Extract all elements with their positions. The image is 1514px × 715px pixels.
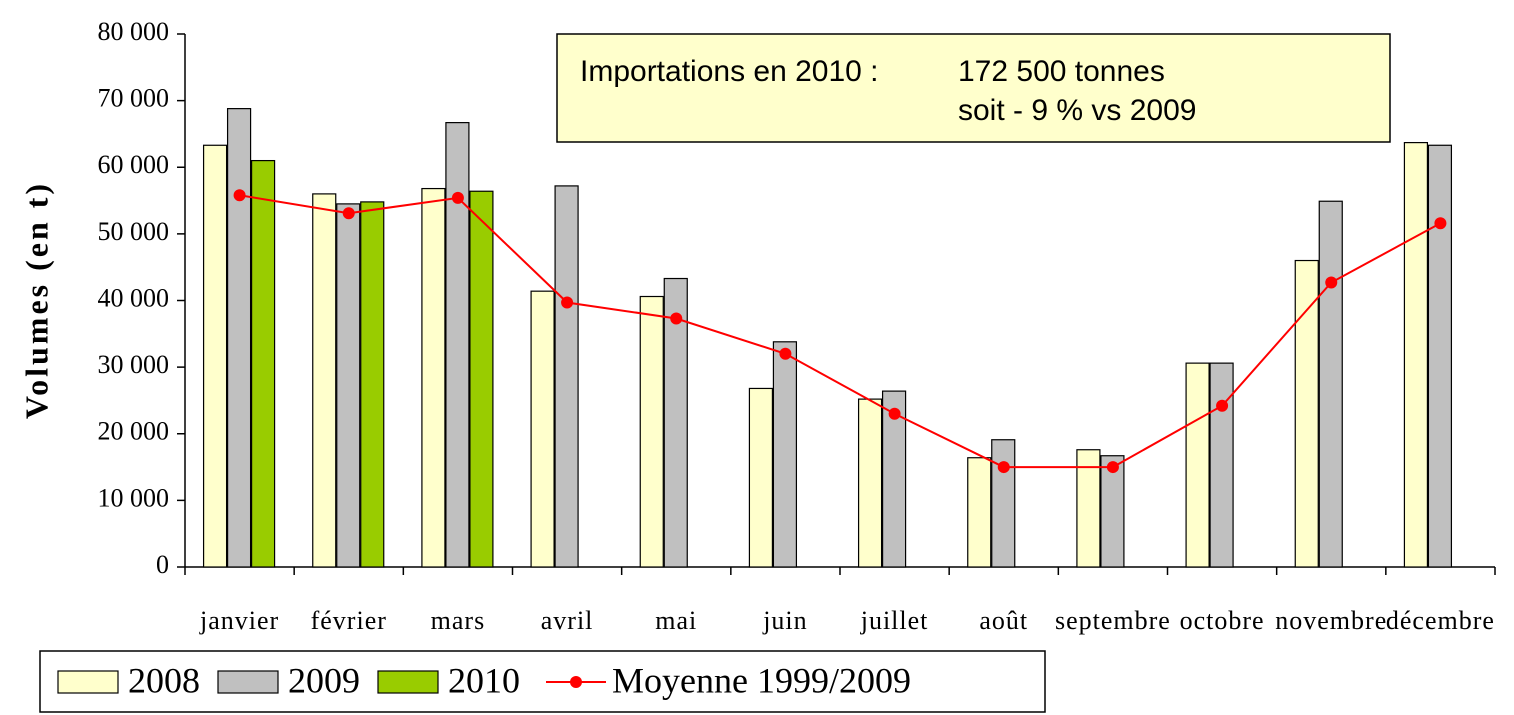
bar	[857, 398, 883, 568]
bar	[748, 387, 774, 568]
legend-swatch	[377, 670, 439, 694]
line-point	[888, 407, 901, 420]
x-tick-label: novembre	[1275, 606, 1387, 635]
line-point	[779, 347, 792, 360]
x-tick-label: août	[979, 606, 1028, 635]
y-tick-label: 50 000	[98, 217, 170, 246]
bar	[1185, 362, 1210, 568]
bar	[881, 390, 907, 568]
bar	[1403, 141, 1429, 568]
y-tick-label: 20 000	[98, 417, 170, 446]
legend-swatch	[217, 670, 279, 694]
legend-label: 2008	[128, 660, 200, 700]
bar	[250, 159, 276, 568]
legend	[39, 650, 1046, 713]
x-tick-label: juin	[762, 606, 807, 635]
bar	[554, 185, 579, 568]
bar	[421, 187, 446, 568]
legend-label: 2010	[448, 660, 520, 700]
bar	[202, 144, 228, 568]
line-point	[997, 461, 1010, 474]
legend-label: Moyenne 1999/2009	[612, 660, 911, 700]
bar	[226, 108, 252, 568]
annotation-line: soit - 9 % vs 2009	[958, 94, 1196, 127]
y-tick-label: 10 000	[98, 483, 170, 512]
y-tick-label: 60 000	[98, 150, 170, 179]
legend-swatch	[570, 676, 582, 688]
bar	[1100, 455, 1125, 568]
y-tick-label: 80 000	[98, 17, 170, 46]
y-tick-label: 40 000	[98, 283, 170, 312]
y-tick-label: 70 000	[98, 84, 170, 113]
line-point	[1106, 461, 1119, 474]
annotation-label: Importations en 2010 :	[580, 55, 879, 88]
line-point	[561, 296, 574, 309]
line-point	[1325, 276, 1338, 289]
bar	[639, 295, 664, 568]
x-tick-label: juillet	[860, 606, 929, 635]
line-point	[1434, 217, 1447, 230]
bar	[530, 290, 555, 568]
line-point	[233, 189, 246, 202]
bar	[772, 341, 798, 568]
bar	[967, 457, 992, 568]
annotation-line: 172 500 tonnes	[958, 55, 1165, 88]
bar	[445, 122, 470, 568]
bar	[1318, 200, 1343, 568]
bar	[663, 277, 688, 568]
bar	[1294, 259, 1319, 568]
legend-label: 2009	[288, 660, 360, 700]
x-tick-label: décembre	[1386, 606, 1495, 635]
bar	[469, 190, 494, 568]
x-tick-label: février	[311, 606, 387, 635]
line	[239, 194, 1441, 469]
bar	[991, 439, 1016, 568]
line-point	[670, 312, 683, 325]
y-tick-label: 30 000	[98, 350, 170, 379]
legend-swatch	[57, 670, 119, 694]
line-point	[342, 207, 355, 220]
annotation-box	[556, 33, 1391, 143]
x-tick-label: octobre	[1180, 606, 1265, 635]
bar	[312, 193, 337, 568]
x-tick-label: septembre	[1055, 606, 1171, 635]
x-tick-label: mai	[655, 606, 697, 635]
y-tick-label: 0	[156, 550, 169, 579]
bar	[1076, 449, 1101, 568]
x-tick-label: mars	[431, 606, 486, 635]
bar	[1427, 144, 1453, 568]
x-tick-label: avril	[541, 606, 594, 635]
bar	[360, 201, 385, 568]
y-axis-title: Volumes (en t)	[18, 181, 54, 419]
bar	[336, 203, 361, 568]
line-point	[451, 191, 464, 204]
x-tick-label: janvier	[199, 606, 279, 635]
line-point	[1216, 399, 1229, 412]
bar	[1209, 362, 1234, 568]
